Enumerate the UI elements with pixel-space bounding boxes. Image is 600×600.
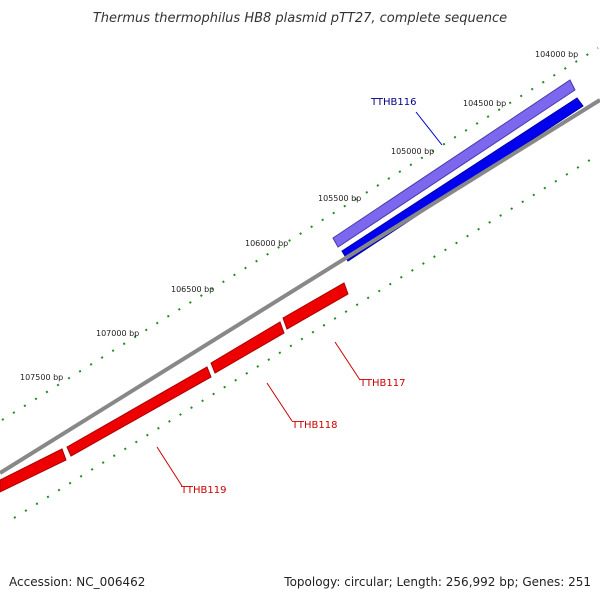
gene-label-TTHB117[interactable]: TTHB117 (359, 378, 406, 389)
callout-line-TTHB118 (266, 382, 293, 422)
gene-label-TTHB118[interactable]: TTHB118 (291, 420, 338, 431)
gene-label-TTHB119[interactable]: TTHB119 (180, 485, 227, 496)
scale-label: 104000 bp (535, 50, 578, 59)
gene-label-TTHB116[interactable]: TTHB116 (370, 97, 417, 108)
callout-line-TTHB119 (156, 446, 183, 487)
scale-label: 105000 bp (391, 147, 434, 156)
outer-tick-row (1, 47, 599, 421)
sequence-backbone (0, 98, 600, 475)
scale-label: 106000 bp (245, 239, 288, 248)
callout-line-TTHB117 (334, 341, 361, 381)
gene-TTHB119-part-a[interactable] (66, 366, 212, 457)
scale-labels: 104000 bp 104500 bp 105000 bp 105500 bp … (20, 50, 578, 382)
accession-text: Accession: NC_006462 (9, 575, 145, 589)
gene-TTHB118[interactable] (210, 321, 285, 374)
callout-line-TTHB116 (415, 111, 443, 146)
inner-tick-row (13, 154, 599, 519)
scale-label: 107000 bp (96, 329, 139, 338)
scale-label: 106500 bp (171, 285, 214, 294)
topology-summary: Topology: circular; Length: 256,992 bp; … (283, 575, 591, 589)
gene-TTHB117[interactable] (282, 282, 349, 330)
scale-label: 107500 bp (20, 373, 63, 382)
scale-label: 105500 bp (318, 194, 361, 203)
map-title: Thermus thermophilus HB8 plasmid pTT27, … (93, 11, 507, 26)
scale-label: 104500 bp (463, 99, 506, 108)
gene-TTHB116-forward-light[interactable] (332, 79, 576, 248)
gene-TTHB119-part-b[interactable] (0, 448, 67, 493)
